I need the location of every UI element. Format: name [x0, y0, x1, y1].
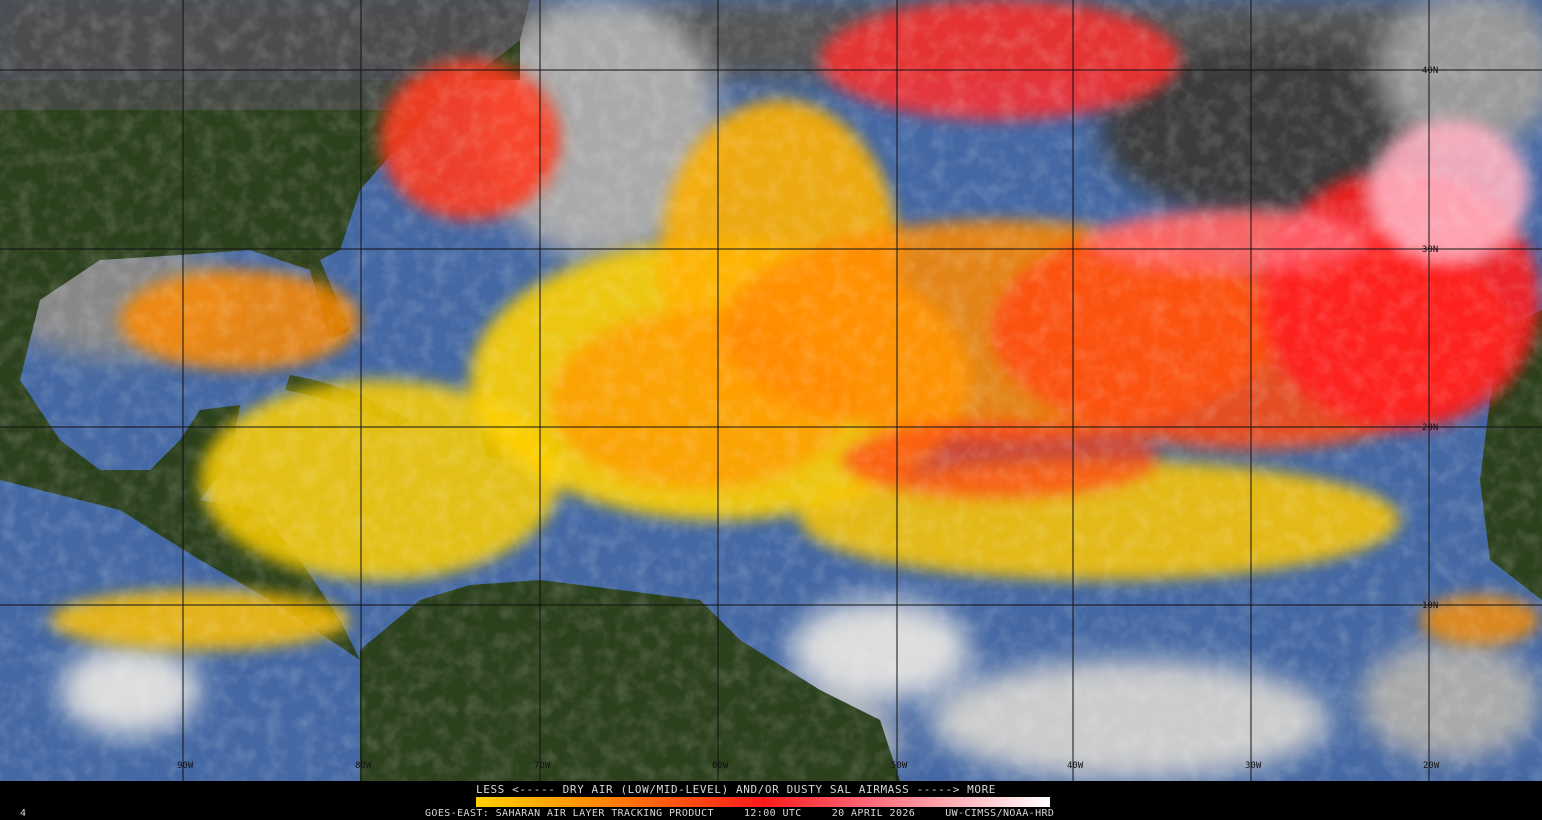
product-footer: GOES-EAST: SAHARAN AIR LAYER TRACKING PR…: [425, 808, 1054, 819]
frame-number: 4: [20, 808, 27, 819]
colorbar: [476, 797, 1050, 807]
longitude-label: 50W: [891, 761, 908, 771]
longitude-label: 70W: [534, 761, 551, 771]
latitude-label: 30N: [1422, 245, 1438, 255]
latitude-label: 20N: [1422, 423, 1438, 433]
product-credit: UW-CIMSS/NOAA-HRD: [945, 808, 1055, 819]
product-time: 12:00 UTC: [743, 808, 802, 819]
longitude-label: 20W: [1423, 761, 1440, 771]
longitude-label: 30W: [1245, 761, 1262, 771]
legend-bar: LESS <----- DRY AIR (LOW/MID-LEVEL) AND/…: [0, 781, 1542, 820]
legend-label: LESS <----- DRY AIR (LOW/MID-LEVEL) AND/…: [476, 783, 997, 796]
longitude-label: 80W: [355, 761, 372, 771]
lat-lon-grid: [0, 0, 1542, 781]
grid-labels: 90W 80W 70W 60W 50W 40W 30W 20W 40N 30N 20N 10N: [177, 66, 1440, 771]
longitude-label: 40W: [1067, 761, 1084, 771]
satellite-map: 90W 80W 70W 60W 50W 40W 30W 20W 40N 30N 20N 10N: [0, 0, 1542, 781]
product-date: 20 APRIL 2026: [831, 808, 916, 819]
product-title: GOES-EAST: SAHARAN AIR LAYER TRACKING PR…: [425, 808, 714, 819]
latitude-label: 10N: [1422, 601, 1438, 611]
longitude-label: 60W: [712, 761, 729, 771]
longitude-label: 90W: [177, 761, 194, 771]
latitude-label: 40N: [1422, 66, 1438, 76]
